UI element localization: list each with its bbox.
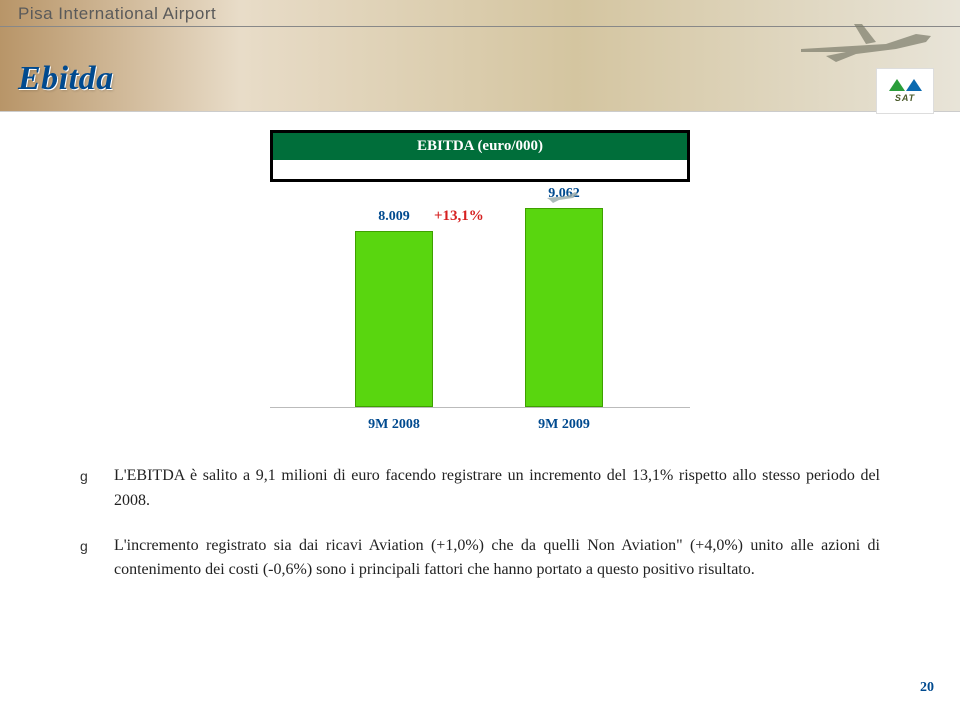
bullet-text: L'EBITDA è salito a 9,1 milioni di euro …	[114, 464, 880, 514]
bullet-item: g L'incremento registrato sia dai ricavi…	[80, 534, 880, 584]
delta-label: +13,1%	[434, 208, 484, 225]
airplane-icon	[796, 14, 936, 64]
chart-title-spacer	[270, 160, 690, 182]
bar-value-2008: 8.009	[354, 209, 434, 225]
bar-2009	[525, 208, 603, 407]
bullet-marker: g	[80, 534, 96, 584]
plane-marker-icon	[545, 186, 579, 204]
bar-2008	[355, 231, 433, 407]
bullet-marker: g	[80, 464, 96, 514]
bullet-text: L'incremento registrato sia dai ricavi A…	[114, 534, 880, 584]
airport-name: Pisa International Airport	[18, 4, 216, 24]
bullet-list: g L'EBITDA è salito a 9,1 milioni di eur…	[80, 464, 880, 583]
sat-logo-text: SAT	[895, 93, 915, 103]
ebitda-chart: EBITDA (euro/000) 8.009 9.062 +13,1% 9M …	[270, 130, 690, 408]
bullet-item: g L'EBITDA è salito a 9,1 milioni di eur…	[80, 464, 880, 514]
chart-title: EBITDA (euro/000)	[270, 130, 690, 160]
slide-title: Ebitda	[18, 60, 114, 98]
axis-label-2008: 9M 2008	[349, 417, 439, 433]
page-number: 20	[920, 680, 934, 696]
header-band: Pisa International Airport Ebitda SAT	[0, 0, 960, 112]
axis-label-2009: 9M 2009	[519, 417, 609, 433]
sat-logo: SAT	[876, 68, 934, 114]
chart-plot: 8.009 9.062 +13,1% 9M 2008 9M 2009	[270, 188, 690, 408]
content-area: EBITDA (euro/000) 8.009 9.062 +13,1% 9M …	[0, 130, 960, 712]
